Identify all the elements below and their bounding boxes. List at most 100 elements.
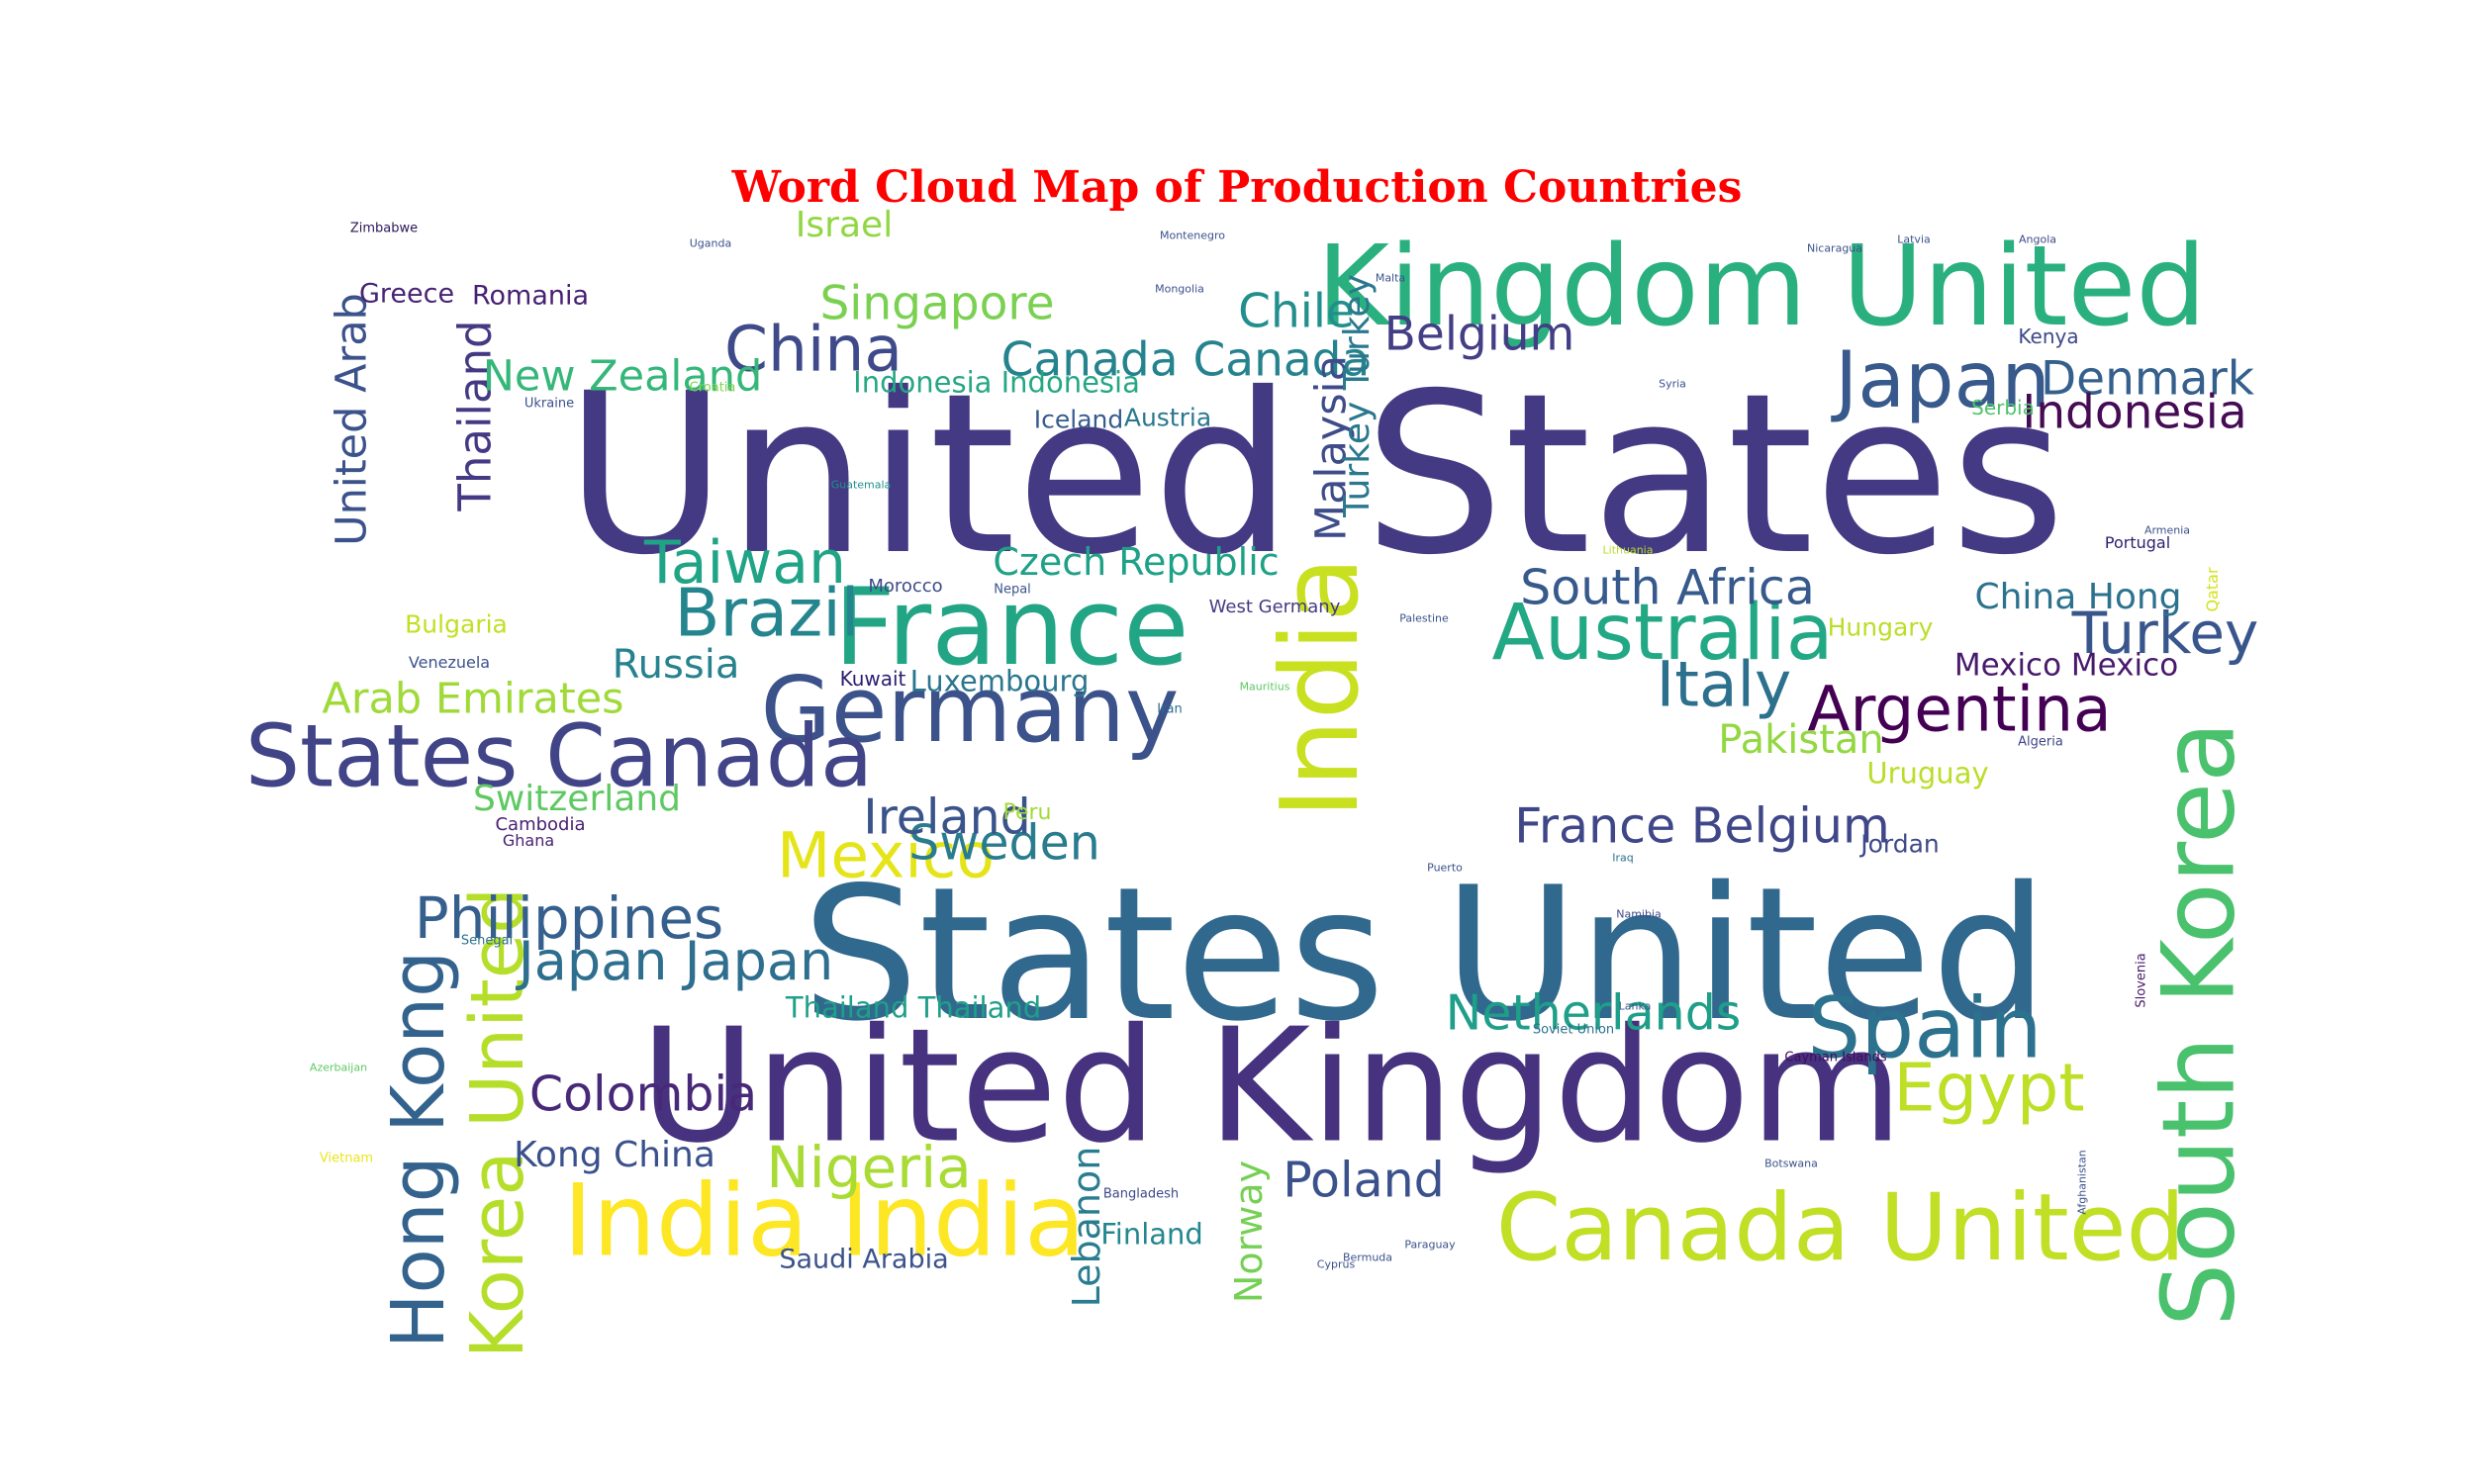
word-angola: Angola: [2018, 232, 2057, 246]
word-norway: Norway: [1227, 1159, 1271, 1304]
chart-title: Word Cloud Map of Production Countries: [731, 162, 1743, 213]
word-belgium: Belgium: [1383, 307, 1575, 362]
word-france: France: [833, 566, 1189, 690]
word-kong-china: Kong China: [514, 1135, 715, 1175]
word-states-canada: States Canada: [244, 705, 874, 807]
word-puerto: Puerto: [1427, 861, 1463, 875]
word-malta: Malta: [1375, 271, 1406, 285]
word-taiwan: Taiwan: [643, 528, 847, 598]
word-cayman-islands: Cayman Islands: [1784, 1050, 1887, 1066]
word-croatia: Croatia: [689, 380, 736, 396]
word-mexico: Mexico: [777, 819, 995, 892]
word-states-united: States United: [802, 847, 2048, 1062]
word-west-germany: West Germany: [1208, 597, 1341, 617]
word-new-zealand: New Zealand: [482, 351, 763, 402]
word-nicaragua: Nicaragua: [1806, 241, 1863, 255]
word-paraguay: Paraguay: [1404, 1238, 1456, 1252]
word-lithuania: Lithuania: [1602, 543, 1654, 557]
word-japan: Japan: [1835, 336, 2050, 425]
word-thailand: Thailand: [448, 320, 502, 511]
word-united-kingdom: United Kingdom: [639, 994, 1904, 1178]
word-nigeria: Nigeria: [766, 1134, 972, 1201]
word-zimbabwe: Zimbabwe: [349, 221, 419, 236]
word-cambodia: Cambodia: [495, 814, 586, 835]
word-mauritius: Mauritius: [1239, 680, 1290, 694]
word-japan-japan: Japan Japan: [518, 930, 834, 992]
word-china-hong: China Hong: [1974, 577, 2182, 617]
word-afghanistan: Afghanistan: [2075, 1150, 2089, 1215]
word-serbia: Serbia: [1971, 396, 2035, 419]
word-netherlands: Netherlands: [1445, 984, 1742, 1042]
word-turkey-turkey: Turkey Turkey: [1337, 274, 1378, 517]
word-palestine: Palestine: [1399, 611, 1449, 625]
word-syria: Syria: [1659, 377, 1686, 391]
word-peru: Peru: [1002, 800, 1052, 825]
word-soviet-union: Soviet Union: [1532, 1022, 1615, 1038]
word-bermuda: Bermuda: [1342, 1251, 1393, 1264]
word-kuwait: Kuwait: [839, 667, 906, 691]
word-austria: Austria: [1123, 403, 1212, 432]
word-luxembourg: Luxembourg: [909, 664, 1090, 698]
word-saudi-arabia: Saudi Arabia: [779, 1244, 949, 1275]
word-pakistan: Pakistan: [1718, 717, 1884, 763]
word-morocco: Morocco: [868, 576, 943, 597]
word-kenya: Kenya: [2018, 325, 2079, 348]
word-kingdom-united: Kingdom United: [1316, 223, 2207, 351]
word-guatemala: Guatemala: [830, 478, 892, 492]
word-indonesia-indonesia: Indonesia Indonesia: [853, 365, 1140, 400]
word-russia: Russia: [612, 642, 740, 688]
word-indonesia: Indonesia: [2022, 385, 2247, 440]
word-argentina: Argentina: [1807, 673, 2112, 746]
word-egypt: Egypt: [1893, 1049, 2085, 1127]
word-greece: Greece: [358, 278, 455, 310]
word-hong-kong: Hong Kong: [376, 950, 461, 1349]
word-iran: Iran: [1157, 701, 1183, 717]
word-china: China: [724, 313, 903, 386]
word-venezuela: Venezuela: [408, 653, 491, 672]
word-senegal: Senegal: [460, 933, 514, 949]
word-jordan: Jordan: [1860, 829, 1940, 859]
word-switzerland: Switzerland: [473, 779, 681, 819]
word-slovenia: Slovenia: [2134, 953, 2149, 1008]
word-portugal: Portugal: [2104, 533, 2171, 552]
word-bangladesh: Bangladesh: [1102, 1186, 1180, 1202]
word-canada-canada: Canada Canada: [1000, 332, 1371, 388]
word-brazil: Brazil: [674, 574, 860, 652]
word-qatar: Qatar: [2203, 567, 2222, 612]
word-poland: Poland: [1283, 1152, 1445, 1209]
word-bulgaria: Bulgaria: [405, 609, 508, 639]
word-romania: Romania: [471, 280, 590, 312]
word-mongolia: Mongolia: [1155, 282, 1204, 296]
word-lanka: Lanka: [1618, 999, 1652, 1013]
word-uganda: Uganda: [689, 236, 732, 250]
word-thailand-thailand: Thailand Thailand: [785, 990, 1042, 1025]
word-sweden: Sweden: [908, 814, 1100, 872]
word-uruguay: Uruguay: [1866, 756, 1989, 790]
word-iceland: Iceland: [1033, 405, 1124, 434]
word-south-africa: South Africa: [1520, 559, 1815, 616]
word-italy: Italy: [1656, 648, 1792, 721]
word-montenegro: Montenegro: [1159, 229, 1226, 242]
word-ireland: Ireland: [863, 788, 1031, 846]
word-czech-republic: Czech Republic: [993, 540, 1280, 584]
word-france-belgium: France Belgium: [1514, 797, 1890, 855]
word-armenia: Armenia: [2143, 523, 2191, 537]
word-finland: Finland: [1100, 1217, 1203, 1252]
word-vietnam: Vietnam: [319, 1151, 374, 1166]
word-canada-united: Canada United: [1495, 1174, 2186, 1282]
word-namibia: Namibia: [1616, 907, 1662, 921]
word-ghana: Ghana: [502, 831, 555, 850]
word-philippines: Philippines: [414, 884, 724, 952]
word-botswana: Botswana: [1764, 1157, 1818, 1170]
word-algeria: Algeria: [2018, 734, 2063, 750]
word-azerbaijan: Azerbaijan: [309, 1061, 368, 1074]
word-ukraine: Ukraine: [523, 396, 575, 412]
word-chile: Chile: [1238, 284, 1355, 339]
word-israel: Israel: [795, 205, 894, 245]
word-arab-emirates: Arab Emirates: [322, 674, 624, 724]
word-germany: Germany: [760, 657, 1180, 763]
word-united-states: United States: [564, 345, 2066, 603]
word-hungary: Hungary: [1827, 612, 1934, 642]
word-latvia: Latvia: [1897, 232, 1931, 246]
